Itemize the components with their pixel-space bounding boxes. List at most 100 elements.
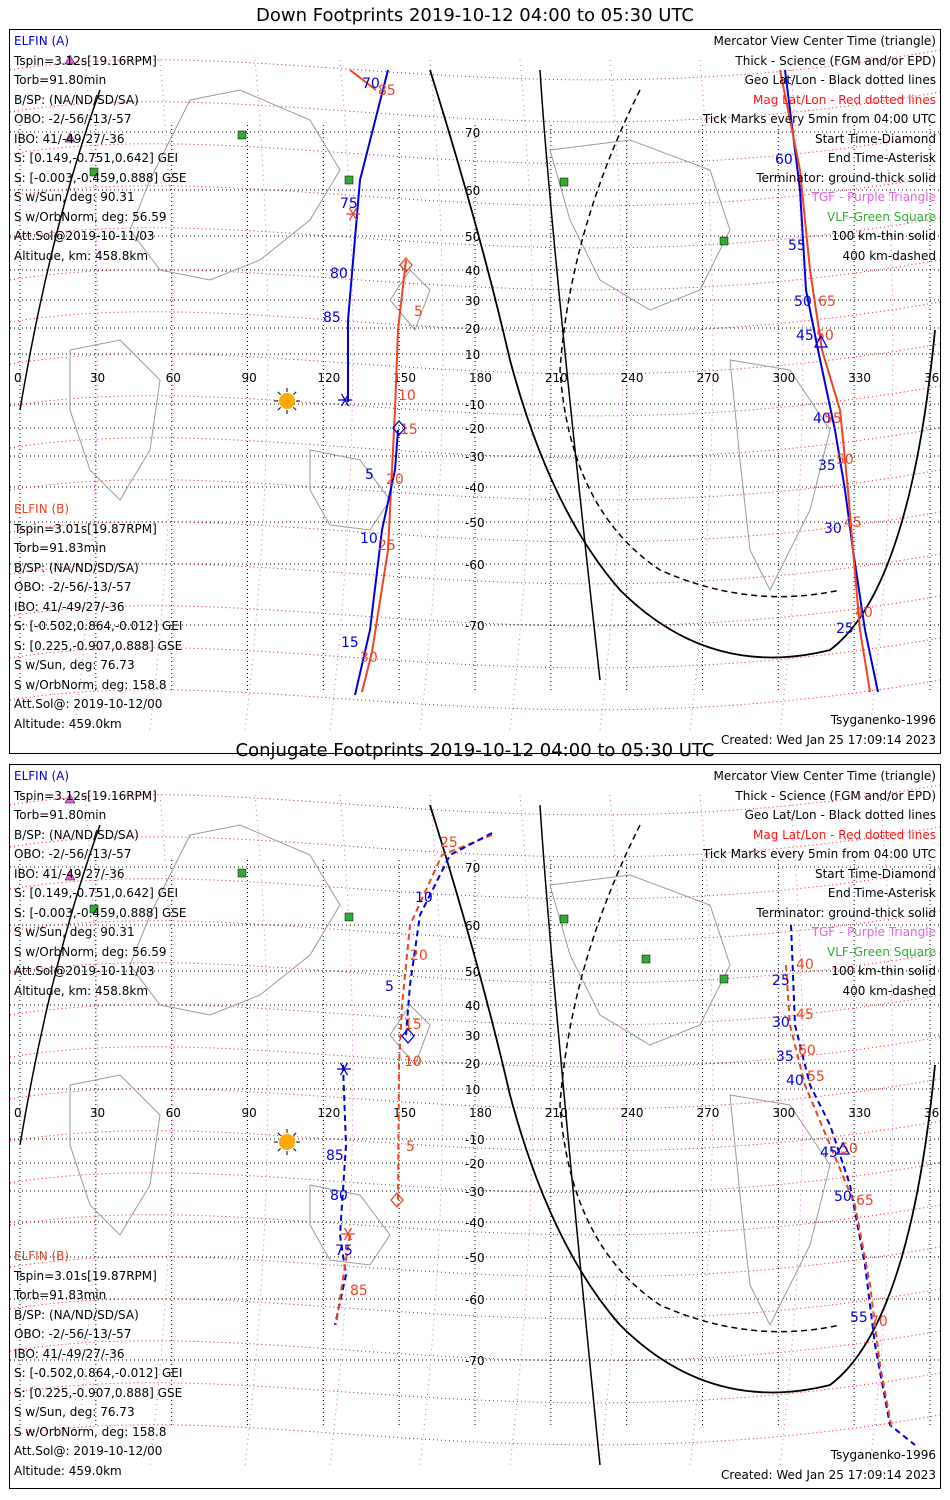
- elfin-b-att: Att.Sol@: 2019-10-12/00: [14, 697, 163, 711]
- green-square-icon: [237, 868, 247, 878]
- sun-ray: [293, 1148, 297, 1152]
- sun-ray: [293, 407, 297, 411]
- elfin-b-torb: Torb=91.83min: [14, 541, 107, 555]
- elfin-b-bsp: B/SP: (NA/ND/SD/SA): [14, 1307, 139, 1322]
- coastline: [129, 824, 341, 1016]
- elfin-b-s-orbnorm: S w/OrbNorm, deg: 158.8: [14, 677, 167, 692]
- trace-tick-label: 45: [844, 515, 862, 531]
- elfin-b-trace-right: [779, 69, 871, 693]
- trace-tick-label: 55: [850, 1310, 868, 1326]
- purple-triangle-icon: [64, 132, 76, 143]
- lon-label: 150: [393, 1106, 416, 1120]
- elfin-b-ibo: IBO: 41/-49/27/-36: [14, 599, 125, 614]
- trace-tick-label: 85: [326, 1148, 344, 1164]
- map-canvas-down: 0 30 60 90 120 150 180 210 240 270 300 330 360 70 60 50…: [10, 49, 940, 731]
- elfin-a-ibo: IBO: 41/-49/27/-36: [14, 131, 125, 146]
- lon-label: 90: [242, 371, 257, 385]
- elfin-a-torb: Torb=91.80min: [14, 808, 107, 822]
- sun-disk: [279, 393, 295, 409]
- lon-label: 30: [90, 1106, 105, 1120]
- trace-tick-label: 25: [440, 835, 458, 851]
- trace-tick-label: 40: [786, 1073, 804, 1089]
- trace-tick-label: 60: [798, 1043, 816, 1059]
- coastline: [129, 89, 341, 281]
- legend-100km: 100 km-thin solid: [831, 964, 936, 978]
- trace-tick-label: 20: [386, 472, 404, 488]
- map-layer: 0 30 60 90 120 150 180 210 240 270 300 330 360 70 60 50…: [10, 784, 940, 1466]
- legend-terminator: Terminator: ground-thick solid: [756, 905, 936, 920]
- lon-label: 240: [621, 371, 644, 385]
- footer-right-down: Tsyganenko-1996 Created: Wed Jan 25 17:0…: [721, 711, 936, 750]
- trace-tick-label: 5: [406, 1139, 415, 1155]
- mag-lon-line: [74, 59, 99, 731]
- map-layer: 0 30 60 90 120 150 180 210 240 270 300 330 360 70 60 50…: [10, 49, 940, 731]
- asterisk-stroke: [348, 207, 358, 221]
- elfin-a-label: ELFIN (A): [14, 769, 70, 783]
- terminator-line: [429, 804, 936, 1394]
- mag-lon-line: [689, 59, 714, 731]
- legend-conjugate: Mercator View Center Time (triangle) Thi…: [703, 767, 936, 1001]
- elfin-a-att: Att.Sol@2019-10-11/03: [14, 964, 155, 978]
- coastline: [309, 449, 391, 531]
- trace-tick-label: 55: [824, 411, 842, 427]
- legend-ticks: Tick Marks every 5min from 04:00 UTC: [702, 112, 936, 126]
- coastline: [69, 339, 161, 501]
- lon-label: 210: [545, 1106, 568, 1120]
- trace-tick-label: 25: [378, 538, 396, 554]
- elfin-a-alt: Altitude, km: 458.8km: [14, 248, 149, 263]
- legend-thick: Thick - Science (FGM and/or EPD): [735, 788, 936, 803]
- trace-tick-label: 45: [796, 328, 814, 344]
- lon-label: 120: [317, 371, 340, 385]
- green-square-icon: [719, 236, 729, 246]
- lat-label: 40: [465, 264, 480, 278]
- lon-label: 0: [14, 1106, 22, 1120]
- mag-lon-line: [244, 794, 269, 1466]
- lat-label: 30: [465, 294, 480, 308]
- lon-label: 150: [393, 371, 416, 385]
- legend-mercator: Mercator View Center Time (triangle): [713, 769, 936, 783]
- panel-title-down: Down Footprints 2019-10-12 04:00 to 05:3…: [256, 5, 694, 26]
- trace-tick-label: 80: [330, 266, 348, 282]
- created-label: Created: Wed Jan 25 17:09:14 2023: [721, 732, 936, 747]
- trace-tick-label: 10: [404, 1054, 422, 1070]
- elfin-b-conjugate-trace: [397, 834, 493, 1206]
- lat-label: -40: [465, 481, 485, 495]
- lon-label: 330: [848, 371, 871, 385]
- lat-label: 40: [465, 999, 480, 1013]
- lat-label: -20: [465, 1157, 485, 1171]
- lon-label: 300: [772, 371, 795, 385]
- lat-label: 50: [465, 230, 480, 244]
- trace-tick-label: 10: [360, 531, 378, 547]
- trace-tick-label: 25: [836, 621, 854, 637]
- purple-triangle-icon: [64, 870, 76, 881]
- lat-label: 70: [465, 861, 480, 875]
- lat-label: 60: [465, 184, 480, 198]
- elfin-b-att: Att.Sol@: 2019-10-12/00: [14, 1444, 163, 1458]
- coastline: [729, 359, 831, 592]
- asterisk-stroke: [343, 1227, 353, 1241]
- elfin-a-trace: [347, 69, 389, 402]
- elfin-a-info-conjugate: ELFIN (A) Tspin=3.12s[19.16RPM] Torb=91.…: [14, 767, 187, 1001]
- trace-tick-label: 5: [365, 467, 374, 483]
- trace-tick-label: 70: [362, 76, 380, 92]
- coastline: [309, 1184, 391, 1266]
- lon-label: 180: [469, 1106, 492, 1120]
- coastline: [389, 1004, 431, 1066]
- lat-label: -30: [465, 1185, 485, 1199]
- legend-mag: Mag Lat/Lon - Red dotted lines: [752, 827, 936, 842]
- coastline: [549, 139, 731, 311]
- sun-ray: [277, 391, 281, 395]
- terminator-line: [19, 69, 601, 681]
- lat-label: -70: [465, 1354, 485, 1368]
- mag-lon-line: [779, 794, 804, 1466]
- legend-geo: Geo Lat/Lon - Black dotted lines: [744, 73, 936, 87]
- green-square-icon: [559, 177, 569, 187]
- lat-label: -20: [465, 422, 485, 436]
- trace-tick-label: 50: [816, 328, 834, 344]
- green-square-icon: [89, 167, 99, 177]
- lon-label: 360: [924, 1106, 940, 1120]
- legend-vlf: VLF-Green Square: [827, 209, 936, 224]
- trace-tick-label: 45: [820, 1145, 838, 1161]
- elfin-a-s-sun: S w/Sun, deg: 90.31: [14, 190, 135, 204]
- mag-lon-line: [689, 794, 714, 1466]
